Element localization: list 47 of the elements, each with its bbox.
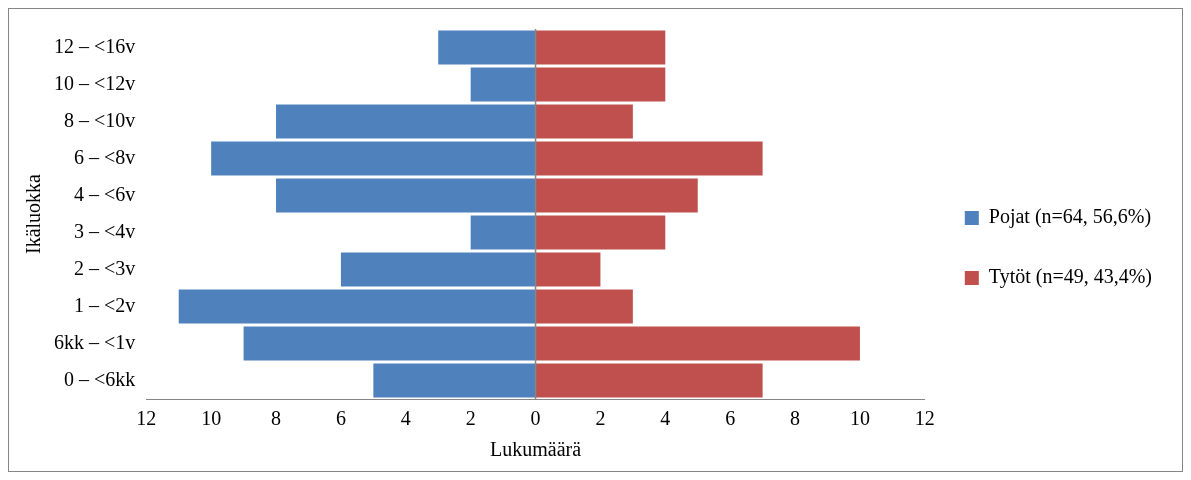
bar (535, 141, 763, 176)
y-tick-label: 3 – <4v (74, 219, 136, 242)
bar (211, 141, 536, 176)
bar (535, 67, 666, 102)
x-tick-label: 12 (136, 407, 157, 430)
bar (340, 252, 536, 287)
legend-label: Pojat (n=64, 56,6%) (988, 205, 1152, 229)
bar (535, 30, 666, 65)
bar (470, 67, 536, 102)
x-tick-label: 4 (400, 407, 411, 430)
bar (535, 215, 666, 250)
x-tick-label: 6 (335, 407, 346, 430)
bar (535, 289, 633, 324)
y-tick-label: 10 – <12v (54, 71, 136, 94)
bar (535, 104, 633, 139)
x-tick-label: 2 (595, 407, 606, 430)
x-tick-label: 2 (465, 407, 476, 430)
x-tick-label: 12 (914, 407, 935, 430)
y-tick-label: 2 – <3v (74, 256, 136, 279)
y-tick-label: 1 – <2v (74, 293, 136, 316)
bar (535, 363, 763, 398)
bar (243, 326, 536, 361)
bar (535, 326, 860, 361)
bar (178, 289, 536, 324)
x-tick-label: 8 (790, 407, 801, 430)
bar (276, 178, 536, 213)
y-tick-label: 6 – <8v (74, 145, 136, 168)
bar (535, 252, 601, 287)
x-tick-label: 4 (660, 407, 671, 430)
bar (438, 30, 536, 65)
y-tick-label: 4 – <6v (74, 182, 136, 205)
legend-label: Tytöt (n=49, 43,4%) (988, 265, 1153, 289)
y-tick-label: 0 – <6kk (64, 367, 136, 390)
x-axis-title: Lukumäärä (490, 438, 582, 461)
x-tick-label: 8 (271, 407, 282, 430)
x-tick-label: 10 (201, 407, 222, 430)
y-axis-title: Ikäluokka (22, 173, 45, 254)
bar (535, 178, 698, 213)
x-tick-label: 10 (849, 407, 870, 430)
y-tick-label: 6kk – <1v (54, 330, 136, 353)
bar (373, 363, 536, 398)
x-tick-label: 6 (725, 407, 736, 430)
x-tick-label: 0 (530, 407, 541, 430)
y-tick-label: 8 – <10v (64, 108, 136, 131)
bar (276, 104, 536, 139)
bar (470, 215, 536, 250)
y-tick-label: 12 – <16v (54, 34, 136, 57)
